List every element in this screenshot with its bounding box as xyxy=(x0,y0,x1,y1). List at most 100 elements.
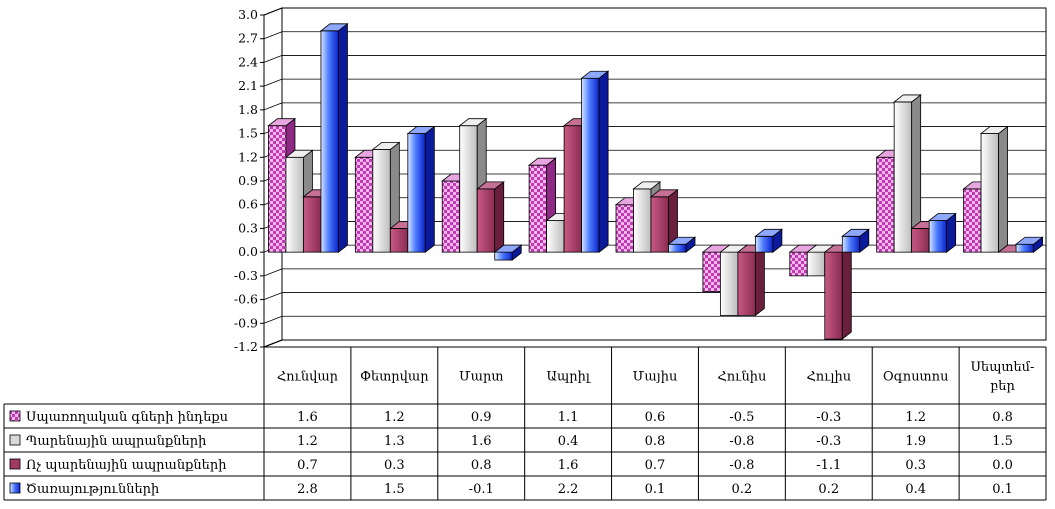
bar-top xyxy=(267,118,297,127)
bar xyxy=(476,181,505,253)
floor-edge xyxy=(263,339,283,348)
bar xyxy=(928,212,957,253)
gridline-side xyxy=(263,102,283,111)
data-value-label: 0.7 xyxy=(297,458,318,473)
y-tick-label: 0.3 xyxy=(238,220,258,235)
bar xyxy=(736,244,766,317)
category-header: Հուլիս xyxy=(806,370,851,385)
bar xyxy=(1014,236,1044,253)
y-tick-label: 1.5 xyxy=(238,126,258,141)
bar-top xyxy=(284,149,314,158)
data-value-label: 2.2 xyxy=(558,482,579,497)
data-value-label: -0.5 xyxy=(729,410,754,425)
bar-face xyxy=(285,156,304,253)
bar-face xyxy=(928,220,948,253)
bar-face xyxy=(581,77,600,253)
bar-face xyxy=(303,196,322,253)
data-value-label: 0.1 xyxy=(645,482,666,497)
gridline-side xyxy=(263,292,283,300)
data-value-label: 0.8 xyxy=(471,458,492,473)
bar-side xyxy=(338,22,348,253)
bar-face xyxy=(320,30,339,253)
bar-face xyxy=(494,251,513,261)
bar-side xyxy=(841,244,852,340)
bar-face xyxy=(407,133,426,253)
y-tick-label: 2.4 xyxy=(238,54,258,69)
bar xyxy=(754,228,784,253)
data-value-label: 2.8 xyxy=(297,482,318,497)
data-value-label: 1.2 xyxy=(905,410,926,425)
bar-face xyxy=(476,188,496,253)
data-value-label: 0.6 xyxy=(645,410,666,425)
bar-top xyxy=(667,236,697,245)
bar-face xyxy=(668,243,687,253)
category-header: Հունվար xyxy=(277,370,339,385)
legend-label: Ծառայությունների xyxy=(26,482,159,497)
bar-top xyxy=(928,213,957,221)
data-value-label: 1.2 xyxy=(384,410,405,425)
data-value-label: 0.4 xyxy=(905,482,926,497)
data-value-label: -1.1 xyxy=(816,458,841,473)
data-value-label: 1.6 xyxy=(558,458,579,473)
bar-face xyxy=(806,251,826,277)
y-tick-label: 1.8 xyxy=(238,102,258,117)
gridline-side xyxy=(263,55,283,63)
data-value-label: 0.2 xyxy=(818,482,839,497)
data-value-label: 1.3 xyxy=(384,434,405,449)
data-value-label: 0.1 xyxy=(992,482,1013,497)
bar xyxy=(841,228,870,253)
bar xyxy=(823,244,853,340)
bar-face xyxy=(876,156,895,253)
bar xyxy=(580,70,610,253)
legend-label: Պարենային ապրանքների xyxy=(26,434,206,449)
bar-side xyxy=(754,244,765,317)
data-value-label: -0.3 xyxy=(816,434,841,449)
legend-swatch xyxy=(9,410,21,422)
bar-face xyxy=(389,228,409,253)
y-tick-label: 0.9 xyxy=(238,173,258,188)
y-tick-label: 3.0 xyxy=(238,7,258,22)
bar-face xyxy=(737,251,756,316)
bar-top xyxy=(406,126,436,134)
y-tick-label: -1.2 xyxy=(234,339,258,354)
bar-side xyxy=(998,125,1008,253)
data-value-label: 0.2 xyxy=(732,482,753,497)
bar-top xyxy=(632,181,662,190)
category-header: Փետրվար xyxy=(360,370,429,385)
bar-face xyxy=(893,101,913,253)
y-tick-label: -0.9 xyxy=(234,315,258,330)
data-value-label: 0.8 xyxy=(645,434,666,449)
bar-side xyxy=(598,70,609,253)
category-header: Օգոստոս xyxy=(883,370,949,385)
gridline-side xyxy=(263,315,283,324)
data-value-label: 1.5 xyxy=(992,434,1013,449)
data-value-label: 1.6 xyxy=(471,434,492,449)
category-header: Մայիս xyxy=(633,370,678,385)
data-value-label: -0.8 xyxy=(729,434,754,449)
gridline-side xyxy=(263,268,283,277)
bar-face xyxy=(546,220,565,253)
bar xyxy=(979,125,1009,253)
bar-face xyxy=(789,251,808,277)
bar xyxy=(493,244,523,261)
bar-face xyxy=(754,235,774,253)
bar-face xyxy=(719,251,739,316)
bar-top xyxy=(580,70,610,79)
bar-face xyxy=(354,156,374,253)
data-value-label: -0.3 xyxy=(816,410,841,425)
bar-face xyxy=(372,148,391,253)
category-header: բեր xyxy=(990,379,1015,394)
data-table: Հունվար Փետրվար Մարտ Ապրիլ Մայիս Հունիս Հուլիս… xyxy=(3,346,1047,501)
data-value-label: 0.3 xyxy=(905,458,926,473)
axes xyxy=(263,15,283,348)
data-value-label: 1.2 xyxy=(297,434,318,449)
legend-swatch xyxy=(9,458,21,470)
bar-face xyxy=(528,164,548,253)
bar-side xyxy=(494,181,505,253)
data-value-label: 0.9 xyxy=(471,410,492,425)
y-tick-label: 0.6 xyxy=(238,197,258,212)
bar-side xyxy=(424,125,435,253)
legend-label: Ոչ պարենային ապրանքների xyxy=(26,458,226,473)
data-value-label: 1.1 xyxy=(558,410,579,425)
bar-face xyxy=(441,180,461,253)
